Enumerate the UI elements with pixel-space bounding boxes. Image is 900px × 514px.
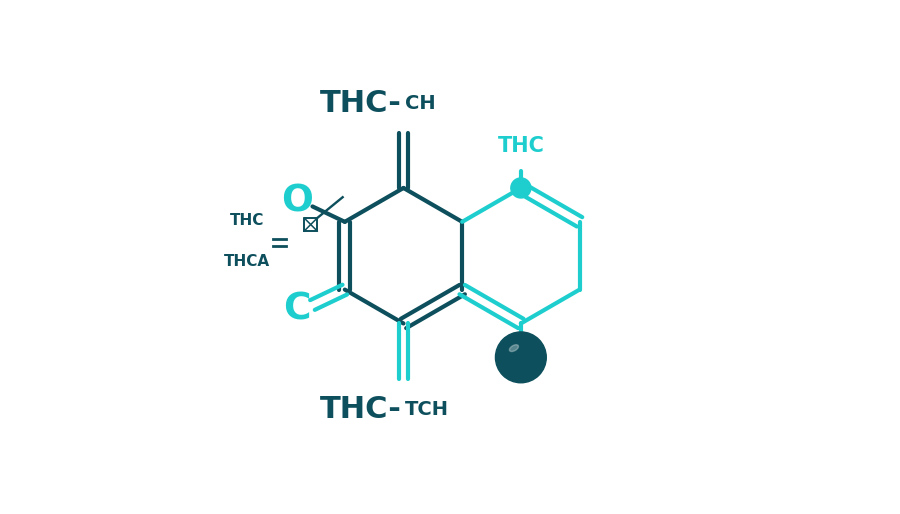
Text: O: O xyxy=(281,184,313,220)
Text: THC-: THC- xyxy=(320,395,402,424)
Text: CH: CH xyxy=(405,94,436,113)
Circle shape xyxy=(511,178,531,198)
Ellipse shape xyxy=(509,345,518,352)
Text: THCA: THCA xyxy=(224,253,270,269)
Text: THC-: THC- xyxy=(320,89,402,118)
Text: C: C xyxy=(284,291,310,327)
Text: THC: THC xyxy=(498,136,544,156)
Circle shape xyxy=(496,332,546,383)
Text: THC: THC xyxy=(230,213,265,228)
Text: TCH: TCH xyxy=(405,400,449,419)
